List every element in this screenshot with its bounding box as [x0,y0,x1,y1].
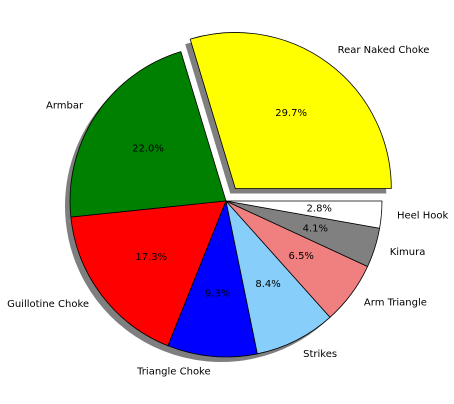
category-label-kimura: Kimura [390,247,426,258]
pct-label-triangle-choke: 9.3% [205,289,230,300]
pie-slice-guillotine-choke [70,200,227,347]
slice-layer [69,32,392,358]
pie-slice-rear-naked-choke [189,32,392,189]
category-label-strikes: Strikes [303,349,337,360]
pie-slice-triangle-choke [167,200,258,358]
pct-label-strikes: 8.4% [255,279,280,290]
pct-label-heel-hook: 2.8% [307,204,332,215]
category-label-rear-naked-choke: Rear Naked Choke [338,45,430,56]
pct-label-armbar: 22.0% [132,144,164,155]
pct-label-kimura: 4.1% [303,224,328,235]
category-label-armbar: Armbar [46,100,84,111]
pct-label-rear-naked-choke: 29.7% [275,108,307,119]
category-label-triangle-choke: Triangle Choke [136,366,210,377]
pct-label-guillotine-choke: 17.3% [135,252,167,263]
pie-slice-heel-hook [225,200,383,229]
pct-label-arm-triangle: 6.5% [289,251,314,262]
category-label-guillotine-choke: Guillotine Choke [7,299,89,310]
label-layer: 29.7% Rear Naked Choke 22.0% Armbar 17.3% Gui… [7,45,448,377]
category-label-arm-triangle: Arm Triangle [364,298,427,309]
category-label-heel-hook: Heel Hook [397,211,449,222]
pie-slice-armbar [69,51,227,218]
